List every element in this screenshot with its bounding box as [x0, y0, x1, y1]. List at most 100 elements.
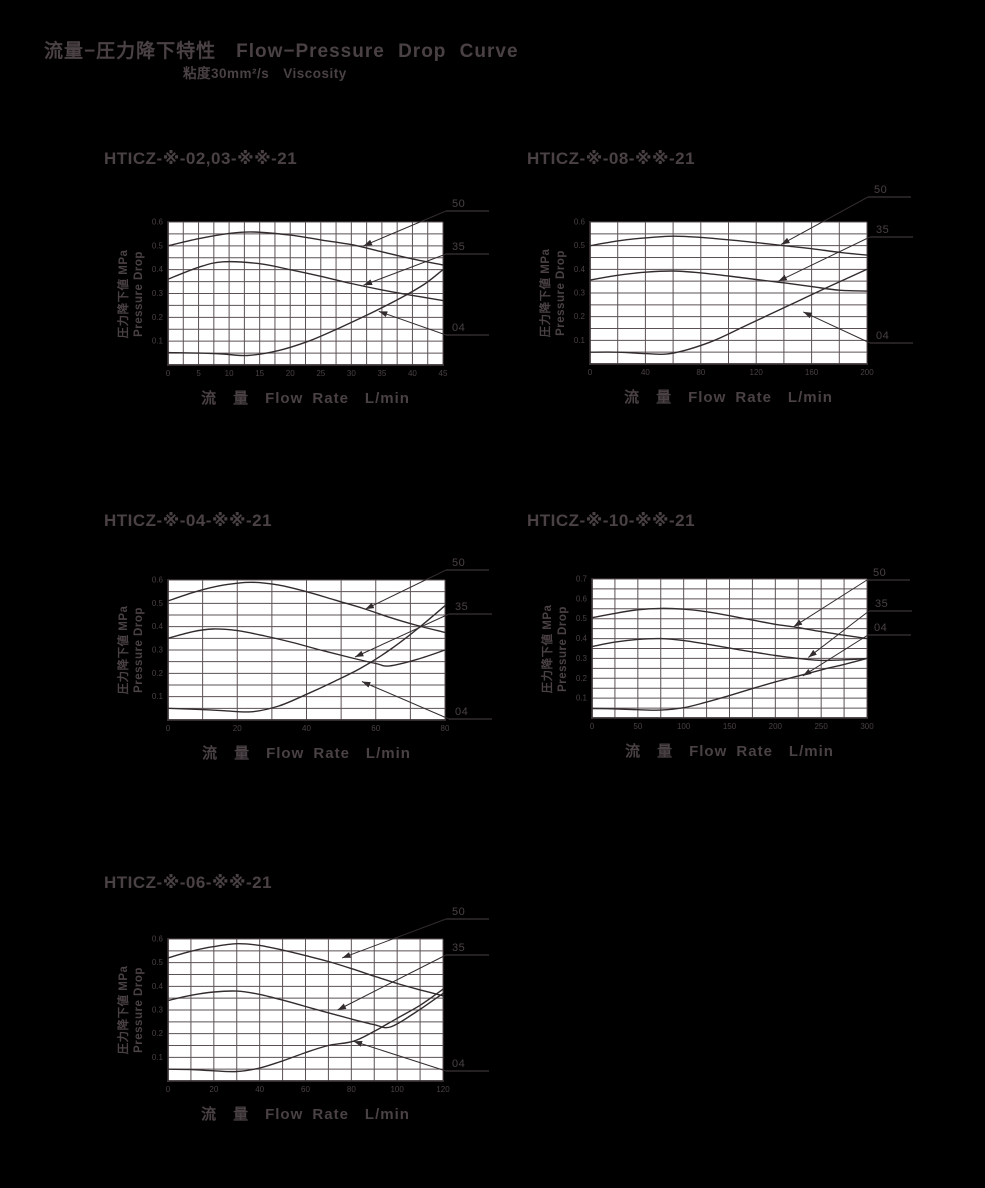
x-tick-label: 120: [750, 368, 764, 377]
chart-4-axes: [167, 938, 444, 1082]
chart-2: 0.1 0.2 0.3 0.4 0.5 0.6 0 20 40 60 80 50 35 04: [152, 557, 492, 733]
callout-04-leader-line: [378, 310, 447, 336]
x-tick-label: 100: [390, 1085, 404, 1094]
chart-title-hticz-08: HTICZ-※-08-※※-21: [527, 149, 696, 168]
x-tick-label: 80: [696, 368, 705, 377]
x-tick-label: 5: [196, 369, 201, 378]
y-tick-label: 0.7: [576, 575, 588, 584]
x-tick-label: 40: [255, 1085, 264, 1094]
callout-35-leader-line: [354, 613, 450, 658]
callout-50-label: 50: [452, 198, 465, 210]
x-tick-label: 40: [302, 724, 311, 733]
chart-1: 0.1 0.2 0.3 0.4 0.5 0.6 0 40 80 120 160 200 50 35 04: [574, 184, 913, 377]
y-tick-label: 0.1: [152, 337, 164, 346]
chart-3-axes: [591, 578, 868, 719]
callout-50-label: 50: [452, 906, 465, 918]
chart-1-curve-04: [589, 268, 868, 356]
chart-3: 0.1 0.2 0.3 0.4 0.5 0.6 0.7 0 50 100 150 200 250 300 5…: [576, 567, 912, 731]
y-axis-label-en: Pressure Drop: [555, 250, 567, 336]
chart-2-tick-labels: 0.1 0.2 0.3 0.4 0.5 0.6 0 20 40 60 80: [152, 576, 450, 734]
chart-3-curve-35: [591, 637, 868, 662]
y-axis-label-cjk: 圧力降下値 MPa: [118, 965, 131, 1055]
chart-0-curve-35: [167, 260, 444, 302]
x-tick-label: 60: [301, 1085, 310, 1094]
x-axis-label-0: 流 量 Flow Rate L/min: [201, 390, 410, 407]
y-tick-label: 0.6: [152, 576, 164, 585]
y-axis-label-en: Pressure Drop: [133, 607, 145, 693]
chart-0-curve-50: [167, 231, 444, 266]
callout-35-label: 35: [452, 241, 465, 253]
callout-35-leader-line: [363, 253, 447, 286]
page-title: 流量−圧力降下特性 Flow−Pressure Drop Curve: [44, 41, 519, 62]
callout-50-leader-line: [365, 569, 447, 610]
callout-35-leader-line: [337, 954, 447, 1011]
chart-title-hticz-04: HTICZ-※-04-※※-21: [104, 511, 273, 530]
chart-1-tick-labels: 0.1 0.2 0.3 0.4 0.5 0.6 0 40 80 120 160 200: [574, 218, 874, 378]
y-tick-label: 0.4: [152, 982, 164, 991]
x-tick-label: 60: [371, 724, 380, 733]
y-axis-label-2: 圧力降下値 MPa Pressure Drop: [117, 606, 147, 695]
chart-3-tick-labels: 0.1 0.2 0.3 0.4 0.5 0.6 0.7 0 50 100 150 200 250 300: [576, 575, 874, 732]
callout-04-label: 04: [452, 322, 465, 334]
x-tick-label: 0: [166, 369, 171, 378]
x-tick-label: 10: [225, 369, 234, 378]
x-axis-label-4: 流 量 Flow Rate L/min: [201, 1106, 410, 1123]
callout-35-label: 35: [455, 601, 468, 613]
x-tick-label: 50: [633, 722, 642, 731]
y-tick-label: 0.6: [152, 935, 164, 944]
y-tick-label: 0.2: [576, 674, 588, 683]
x-tick-label: 300: [860, 722, 874, 731]
callout-50-label: 50: [452, 557, 465, 569]
y-tick-label: 0.5: [574, 241, 586, 250]
callout-50-label: 50: [874, 184, 887, 196]
callout-04-leader-line: [802, 634, 869, 677]
y-axis-label-1: 圧力降下値 MPa Pressure Drop: [539, 249, 569, 338]
chart-3-curve-04: [591, 657, 868, 711]
y-tick-label: 0.4: [152, 265, 164, 274]
x-tick-label: 160: [805, 368, 819, 377]
y-tick-label: 0.5: [152, 958, 164, 967]
callout-50-leader-line: [793, 579, 868, 628]
chart-2-callouts: 50 35 04: [354, 557, 492, 720]
y-axis-label-4: 圧力降下値 MPa Pressure Drop: [117, 966, 147, 1055]
x-tick-label: 15: [255, 369, 264, 378]
y-axis-label-cjk: 圧力降下値 MPa: [118, 605, 131, 695]
chart-1-curve-50: [589, 235, 868, 256]
callout-04-leader-line: [353, 1040, 447, 1072]
x-tick-label: 250: [814, 722, 828, 731]
chart-0-callouts: 50 35 04: [363, 198, 489, 336]
chart-2-curve-04: [167, 605, 446, 713]
chart-4-callouts: 50 35 04: [337, 906, 489, 1072]
chart-2-curve-35: [167, 628, 446, 667]
page-subtitle: 粘度30mm²/s Viscosity: [183, 66, 347, 81]
y-axis-label-cjk: 圧力降下値 MPa: [540, 248, 553, 338]
x-tick-label: 20: [286, 369, 295, 378]
y-axis-label-0: 圧力降下値 MPa Pressure Drop: [117, 249, 147, 338]
x-tick-label: 0: [588, 368, 593, 377]
y-tick-label: 0.5: [152, 241, 164, 250]
chart-title-hticz-10: HTICZ-※-10-※※-21: [527, 511, 696, 530]
y-tick-label: 0.4: [574, 265, 586, 274]
chart-2-axes: [167, 579, 446, 721]
chart-title-hticz-06: HTICZ-※-06-※※-21: [104, 873, 273, 892]
callout-35-label: 35: [876, 224, 889, 236]
x-tick-label: 20: [233, 724, 242, 733]
x-axis-label-3: 流 量 Flow Rate L/min: [625, 743, 834, 760]
callout-04-label: 04: [452, 1058, 465, 1070]
x-tick-label: 30: [347, 369, 356, 378]
y-tick-label: 0.3: [574, 289, 586, 298]
y-tick-label: 0.6: [574, 218, 586, 227]
callout-50-label: 50: [873, 567, 886, 579]
x-tick-label: 150: [723, 722, 737, 731]
x-tick-label: 100: [677, 722, 691, 731]
x-tick-label: 25: [316, 369, 325, 378]
chart-0-curve-04: [167, 269, 444, 357]
y-tick-label: 0.3: [576, 654, 588, 663]
y-tick-label: 0.4: [576, 634, 588, 643]
x-tick-label: 0: [590, 722, 595, 731]
y-tick-label: 0.3: [152, 646, 164, 655]
callout-35-leader-line: [808, 610, 870, 658]
chart-title-htic z-02-03: HTICZ-※-02,03-※※-21: [104, 149, 298, 168]
x-tick-label: 40: [408, 369, 417, 378]
callout-50-leader-line: [780, 196, 869, 245]
